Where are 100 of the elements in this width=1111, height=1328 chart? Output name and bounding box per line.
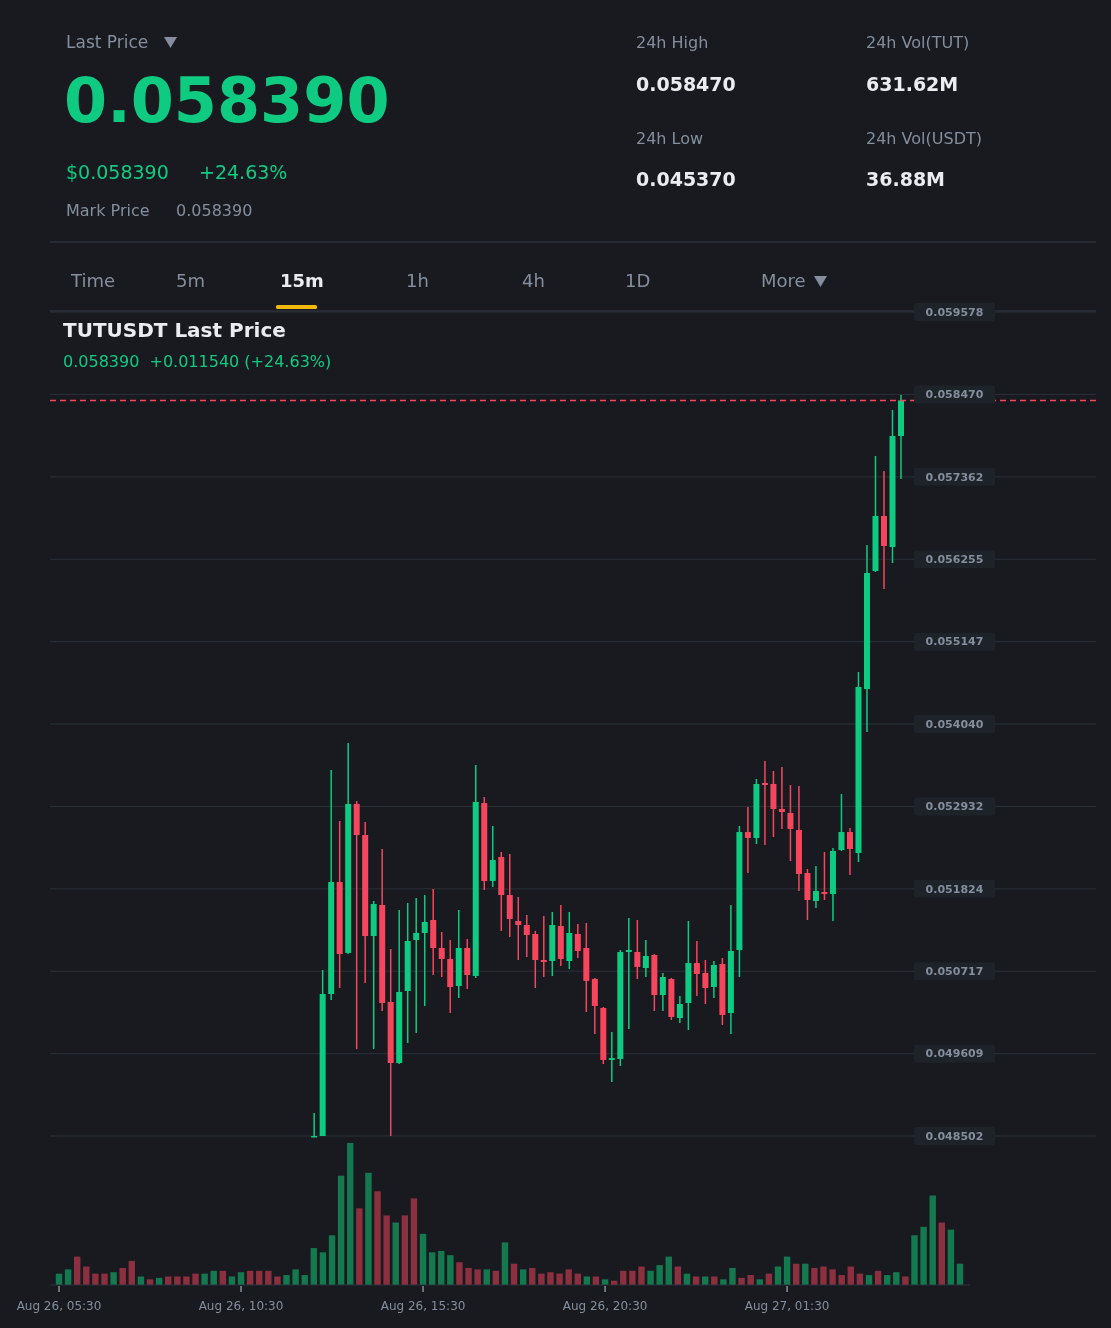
candlestick bbox=[608, 1031, 615, 1083]
bar bbox=[347, 1143, 354, 1285]
bar bbox=[128, 1260, 136, 1285]
y-tick-label: 0.057362 bbox=[925, 470, 984, 484]
x-tick-label: Aug 26, 05:30 bbox=[16, 1299, 102, 1313]
text: 24h High bbox=[636, 33, 709, 52]
y-tick-label: 0.059578 bbox=[925, 305, 984, 319]
bar bbox=[501, 1242, 509, 1285]
candlestick bbox=[702, 959, 709, 1005]
bar bbox=[829, 1269, 836, 1285]
bar bbox=[902, 1276, 909, 1285]
bar bbox=[911, 1235, 918, 1285]
candlestick bbox=[523, 914, 530, 958]
bar bbox=[929, 1195, 936, 1285]
bar bbox=[920, 1226, 927, 1285]
bar bbox=[401, 1215, 409, 1285]
bar bbox=[419, 1233, 427, 1285]
bar bbox=[738, 1277, 745, 1285]
y-tick-label: 0.049609 bbox=[925, 1047, 984, 1061]
bar bbox=[729, 1267, 736, 1285]
bar bbox=[565, 1269, 572, 1285]
bar bbox=[938, 1222, 945, 1285]
bar bbox=[174, 1276, 181, 1285]
bar bbox=[383, 1215, 390, 1285]
text: $0.058390 bbox=[66, 161, 169, 183]
text: 24h Low bbox=[636, 129, 704, 148]
text: 0.058390 bbox=[64, 64, 390, 137]
bar bbox=[519, 1269, 527, 1285]
bar bbox=[838, 1275, 845, 1285]
text: 4h bbox=[522, 270, 545, 291]
bar bbox=[328, 1235, 336, 1285]
text: 24h Vol(TUT) bbox=[866, 33, 970, 52]
bar bbox=[201, 1273, 208, 1285]
bar bbox=[483, 1269, 490, 1285]
bar bbox=[365, 1172, 372, 1285]
bar bbox=[438, 1250, 445, 1285]
bar bbox=[820, 1266, 827, 1285]
candlestick bbox=[761, 760, 768, 846]
y-tick-label: 0.058470 bbox=[925, 388, 984, 402]
text: 0.045370 bbox=[636, 168, 736, 190]
candlestick bbox=[744, 806, 751, 874]
candlestick bbox=[710, 960, 717, 999]
x-tick-label: Aug 26, 10:30 bbox=[198, 1299, 284, 1313]
text: 1h bbox=[406, 270, 429, 291]
candlestick bbox=[634, 919, 641, 980]
bar bbox=[447, 1255, 454, 1285]
candlestick bbox=[311, 1112, 318, 1138]
bar bbox=[265, 1270, 272, 1285]
text: Time bbox=[70, 270, 116, 291]
bar bbox=[192, 1273, 199, 1285]
bar bbox=[638, 1266, 645, 1285]
bar bbox=[274, 1276, 281, 1285]
bar bbox=[656, 1265, 663, 1285]
text: 0.058390 bbox=[176, 201, 253, 220]
y-tick-label: 0.055147 bbox=[925, 635, 984, 649]
bar bbox=[947, 1229, 955, 1285]
x-tick-label: Aug 26, 15:30 bbox=[380, 1299, 466, 1313]
candlestick bbox=[642, 939, 649, 978]
bar bbox=[101, 1273, 108, 1285]
candlestick bbox=[438, 931, 445, 978]
bar bbox=[465, 1267, 472, 1285]
bar bbox=[183, 1276, 190, 1285]
candlestick bbox=[693, 940, 700, 997]
candlestick bbox=[821, 851, 828, 901]
bar bbox=[811, 1267, 818, 1285]
text: 15m bbox=[280, 270, 324, 291]
bar bbox=[356, 1208, 363, 1285]
y-tick-label: 0.056255 bbox=[925, 553, 984, 567]
bar bbox=[547, 1272, 554, 1285]
candlestick bbox=[515, 896, 522, 961]
candlestick bbox=[676, 995, 683, 1024]
y-tick-label: 0.052932 bbox=[925, 800, 984, 814]
bar bbox=[556, 1273, 563, 1285]
y-tick-label: 0.048502 bbox=[925, 1129, 984, 1143]
text: 631.62M bbox=[866, 73, 959, 95]
bar bbox=[456, 1262, 463, 1285]
text: 5m bbox=[176, 270, 205, 291]
bar bbox=[428, 1252, 436, 1285]
bar bbox=[292, 1269, 299, 1285]
bar bbox=[374, 1191, 381, 1285]
text: +24.63% bbox=[199, 161, 288, 183]
text: 1D bbox=[625, 270, 651, 291]
y-tick-label: 0.050717 bbox=[925, 965, 984, 979]
bar bbox=[747, 1275, 754, 1285]
text: More bbox=[761, 270, 806, 291]
y-tick-label: 0.054040 bbox=[925, 717, 984, 731]
candlestick bbox=[489, 825, 496, 888]
bar bbox=[538, 1273, 545, 1285]
candlestick bbox=[778, 766, 785, 830]
bar bbox=[474, 1269, 481, 1285]
bar bbox=[64, 1269, 72, 1285]
bar bbox=[410, 1198, 418, 1285]
candlestick bbox=[846, 827, 853, 876]
bar bbox=[629, 1270, 636, 1285]
text: 36.88M bbox=[866, 168, 946, 190]
candlestick bbox=[812, 865, 819, 909]
bar bbox=[83, 1266, 90, 1285]
text: 0.058470 bbox=[636, 73, 736, 95]
y-tick-label: 0.051824 bbox=[925, 882, 984, 896]
text: Last Price bbox=[66, 32, 149, 52]
